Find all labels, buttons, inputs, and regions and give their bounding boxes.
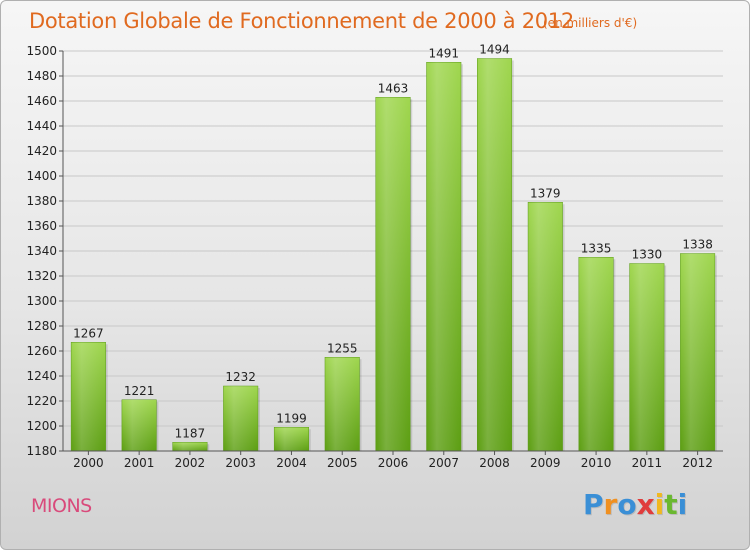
brand-letter: x [636, 488, 655, 521]
x-tick-label: 2003 [225, 456, 256, 470]
y-tick-label: 1440 [26, 119, 57, 133]
y-tick-label: 1200 [26, 419, 57, 433]
y-tick-label: 1320 [26, 269, 57, 283]
y-tick-label: 1500 [26, 44, 57, 58]
bar-value-label: 1330 [632, 248, 663, 262]
bar-highlight [426, 62, 462, 451]
y-tick-label: 1260 [26, 344, 57, 358]
y-tick-label: 1280 [26, 319, 57, 333]
y-tick-label: 1380 [26, 194, 57, 208]
bar-value-label: 1494 [479, 43, 510, 57]
brand-letter: r [603, 488, 618, 521]
chart-title: Dotation Globale de Fonctionnement de 20… [29, 9, 574, 33]
chart-subtitle: (en milliers d'€) [543, 16, 638, 30]
x-tick-label: 2005 [327, 456, 358, 470]
bar-value-label: 1255 [327, 341, 358, 355]
bar-highlight [274, 427, 309, 451]
bar-value-label: 1491 [428, 46, 459, 60]
bar-highlight [477, 58, 512, 451]
brand-letter: P [583, 488, 604, 521]
bar-highlight [223, 386, 258, 451]
y-tick-label: 1420 [26, 144, 57, 158]
bar-highlight [324, 357, 360, 451]
town-name: MIONS [31, 495, 92, 517]
y-tick-label: 1460 [26, 94, 57, 108]
y-tick-label: 1180 [26, 444, 57, 458]
y-tick-label: 1220 [26, 394, 57, 408]
brand-letter: i [654, 488, 665, 521]
bar-value-label: 1199 [276, 411, 307, 425]
bar-highlight [172, 442, 208, 451]
bar-highlight [375, 97, 411, 451]
brand-letter: t [664, 488, 678, 521]
bar-value-label: 1463 [378, 81, 409, 95]
bar-value-label: 1338 [682, 238, 713, 252]
proxiti-logo[interactable]: Proxiti [583, 488, 687, 521]
y-tick-label: 1300 [26, 294, 57, 308]
bar-highlight [71, 342, 106, 451]
bar-highlight [629, 263, 665, 451]
x-tick-label: 2007 [428, 456, 459, 470]
bar-value-label: 1221 [124, 384, 155, 398]
x-tick-label: 2008 [479, 456, 510, 470]
bar-highlight [680, 253, 715, 451]
x-tick-label: 2000 [73, 456, 104, 470]
bar-value-label: 1187 [175, 426, 206, 440]
x-tick-label: 2002 [175, 456, 206, 470]
bar-value-label: 1267 [73, 326, 104, 340]
bar-value-label: 1335 [581, 241, 612, 255]
bar-value-label: 1379 [530, 186, 561, 200]
x-tick-label: 2010 [581, 456, 612, 470]
y-tick-label: 1360 [26, 219, 57, 233]
x-tick-label: 2004 [276, 456, 307, 470]
x-tick-label: 2006 [378, 456, 409, 470]
y-tick-label: 1480 [26, 69, 57, 83]
x-tick-label: 2012 [682, 456, 713, 470]
brand-letter: o [617, 488, 637, 521]
brand-letter: i [677, 488, 688, 521]
x-tick-label: 2001 [124, 456, 155, 470]
bars: 1267 1221 1187 1232 1199 1255 1463 1491 1494 1379… [70, 43, 717, 452]
bar-highlight [121, 399, 157, 451]
axes: 1180 1200 1220 1240 1260 1280 1300 1320 1340 1360… [26, 44, 723, 470]
bar-highlight [528, 202, 563, 451]
x-tick-label: 2009 [530, 456, 561, 470]
bar-highlight [578, 257, 614, 451]
bar-value-label: 1232 [225, 370, 256, 384]
y-tick-label: 1240 [26, 369, 57, 383]
y-tick-label: 1400 [26, 169, 57, 183]
x-tick-label: 2011 [632, 456, 663, 470]
y-tick-label: 1340 [26, 244, 57, 258]
